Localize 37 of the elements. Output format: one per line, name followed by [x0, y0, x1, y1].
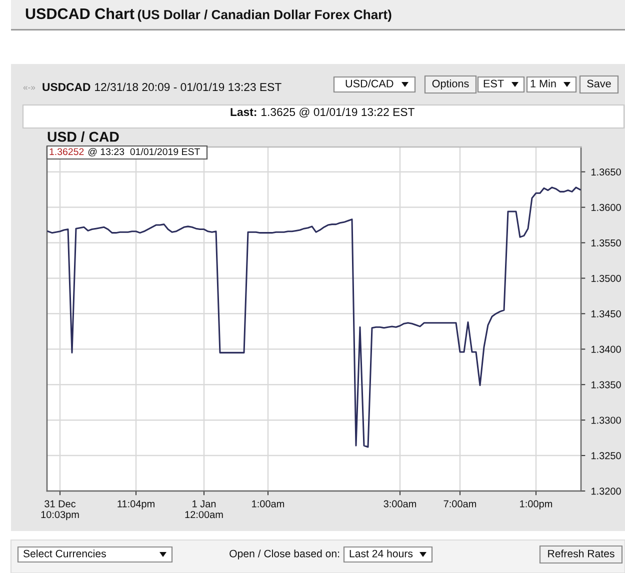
y-tick-label: 1.3350: [591, 381, 621, 388]
text: USD / CAD: [48, 131, 119, 142]
text: USD/CAD: [346, 79, 394, 88]
x-tick-label: 1 Jan 12:00am: [185, 500, 223, 518]
annotation: 1.36252: [50, 148, 84, 156]
text: 1 Min: [530, 79, 556, 88]
y-tick-label: 1.3650: [591, 168, 621, 176]
text: USDCAD: [42, 82, 90, 92]
y-tick-label: 1.3200: [591, 488, 621, 495]
y-tick-label: 1.3450: [591, 310, 621, 318]
text: 12/31/18 20:09 - 01/01/19 13:23 EST: [95, 82, 282, 92]
text: 1.3625 @ 01/01/19 13:22 EST: [262, 108, 414, 118]
text: Save: [587, 80, 611, 88]
text: Last 24 hours: [350, 550, 413, 558]
text: Last:: [230, 108, 256, 116]
text: Open / Close based on:: [230, 550, 340, 560]
y-tick-label: 1.3400: [591, 346, 621, 353]
x-tick-label: 1:00pm: [520, 500, 552, 510]
x-tick-label: 3:00am: [384, 500, 416, 508]
y-tick-label: 1.3600: [591, 204, 621, 212]
text: Select Currencies: [23, 550, 106, 558]
annotation: @ 13:23 01/01/2019 EST: [88, 148, 200, 156]
text: EST: [484, 80, 504, 88]
chart-subtitle: (US Dollar / Canadian Dollar Forex Chart): [138, 10, 392, 22]
text: Options: [432, 79, 469, 90]
line-series: [47, 186, 581, 448]
y-tick-label: 1.3250: [591, 452, 621, 460]
y-tick-label: 1.3300: [591, 416, 621, 424]
x-tick-label: 7:00am: [444, 500, 476, 508]
y-tick-label: 1.3500: [591, 274, 621, 282]
text: «-»: [23, 86, 36, 90]
y-tick-label: 1.3550: [591, 239, 621, 246]
text: Refresh Rates: [548, 550, 614, 558]
chart-title: USDCAD Chart: [26, 8, 134, 20]
x-tick-label: 31 Dec 10:03pm: [41, 500, 79, 520]
x-tick-label: 11:04pm: [118, 500, 154, 510]
x-tick-label: 1:00am: [252, 500, 284, 508]
